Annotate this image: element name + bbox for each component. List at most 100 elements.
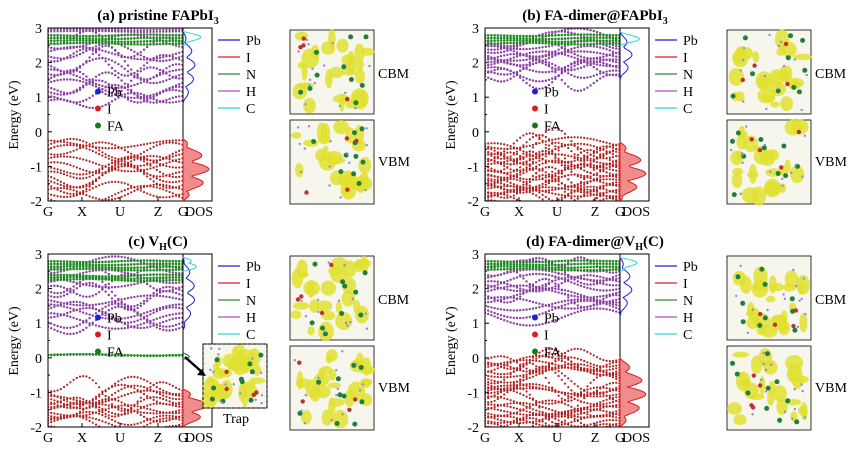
band-point <box>174 154 178 157</box>
band-point <box>165 101 168 104</box>
band-point <box>506 46 509 50</box>
band-point <box>152 291 155 295</box>
band-point <box>123 149 126 152</box>
band-point <box>158 42 162 46</box>
band-point <box>570 43 573 46</box>
k-path-label: U <box>552 205 562 220</box>
band-point <box>88 82 91 86</box>
band-point <box>567 185 570 188</box>
band-point <box>75 36 79 40</box>
band-point <box>85 49 88 53</box>
band-point <box>563 168 567 171</box>
band-point <box>107 396 110 399</box>
band-point <box>49 42 53 45</box>
atom-marker <box>785 81 790 87</box>
band-point <box>158 306 162 310</box>
band-point <box>165 165 168 168</box>
band-point <box>560 51 563 54</box>
band-point <box>69 71 72 74</box>
band-point <box>107 317 111 320</box>
band-point <box>548 208 550 210</box>
band-point <box>573 184 576 187</box>
band-point <box>599 63 602 67</box>
band-point <box>168 58 171 62</box>
band-point <box>136 269 139 272</box>
band-point <box>101 302 104 305</box>
dos-curve <box>182 31 202 46</box>
isosurface-lobe <box>355 58 364 71</box>
band-point <box>107 277 111 280</box>
band-point <box>65 265 69 268</box>
band-point <box>522 177 525 180</box>
band-point <box>573 62 576 65</box>
band-point <box>168 165 171 168</box>
band-point <box>117 389 120 392</box>
band-point <box>547 179 551 182</box>
band-point <box>72 101 75 104</box>
band-point <box>56 168 59 171</box>
band-point <box>142 398 146 401</box>
band-point <box>168 396 171 399</box>
band-point <box>177 33 181 37</box>
band-point <box>563 184 567 187</box>
isosurface-lobe <box>757 88 776 104</box>
band-point <box>563 157 567 160</box>
band-point <box>515 63 519 67</box>
band-point <box>152 276 155 280</box>
band-point <box>53 30 56 33</box>
band-point <box>114 164 117 167</box>
band-point <box>522 163 525 166</box>
band-point <box>142 191 146 194</box>
band-point <box>145 269 149 272</box>
band-point <box>531 192 535 195</box>
band-point <box>136 72 139 76</box>
band-point <box>155 183 158 186</box>
band-point <box>165 184 168 187</box>
band-point <box>583 174 586 178</box>
band-point <box>544 176 547 179</box>
band-point <box>56 265 59 268</box>
band-point <box>104 147 107 150</box>
band-point <box>75 194 78 197</box>
band-point <box>75 186 78 189</box>
band-point <box>178 394 181 397</box>
band-point <box>95 202 97 204</box>
band-point <box>487 147 490 150</box>
band-point <box>91 260 95 264</box>
band-point <box>165 329 168 332</box>
band-point <box>123 189 126 192</box>
band-point <box>551 149 554 152</box>
band-point <box>576 163 579 166</box>
band-point <box>595 30 599 34</box>
band-point <box>506 162 509 165</box>
band-point <box>142 326 146 330</box>
band-point <box>599 149 602 152</box>
band-point <box>117 72 120 75</box>
band-point <box>82 173 85 176</box>
band-point <box>110 92 114 95</box>
band-point <box>586 175 589 179</box>
band-point <box>589 153 592 156</box>
band-point <box>512 75 515 78</box>
band-legend-marker <box>95 88 101 95</box>
band-point <box>155 59 158 62</box>
band-point <box>519 52 522 55</box>
atom-marker <box>298 89 304 95</box>
band-point <box>117 54 120 57</box>
band-point <box>155 292 158 296</box>
band-point <box>611 173 615 176</box>
band-point <box>152 175 155 179</box>
band-point <box>97 34 101 38</box>
band-point <box>62 187 66 190</box>
band-point <box>142 259 146 262</box>
band-point <box>126 277 130 281</box>
band-point <box>541 40 544 43</box>
band-point <box>595 73 599 76</box>
atom-marker <box>301 36 306 41</box>
band-point <box>149 142 152 145</box>
band-point <box>53 68 56 72</box>
band-point <box>59 73 62 76</box>
band-point <box>515 34 519 38</box>
band-point <box>535 176 538 179</box>
cbm-orbital-image <box>289 29 375 115</box>
